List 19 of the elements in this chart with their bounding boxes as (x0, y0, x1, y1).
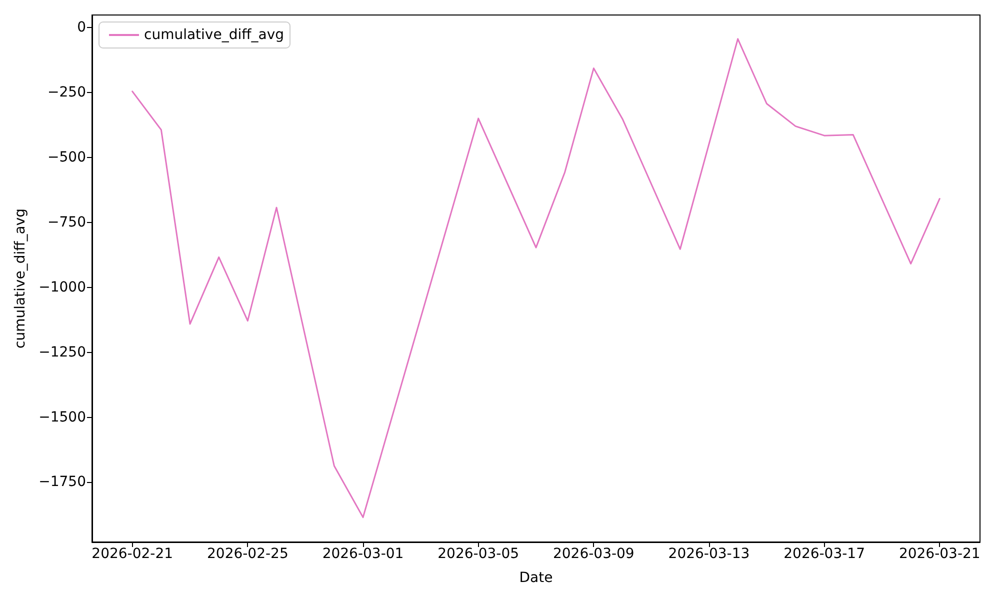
x-axis-title: Date (519, 570, 553, 586)
x-tick-label: 2026-03-21 (898, 546, 980, 562)
x-tick-label: 2026-02-21 (92, 546, 174, 562)
y-axis-title: cumulative_diff_avg (12, 208, 29, 348)
x-tick-label: 2026-03-01 (322, 546, 404, 562)
legend-label: cumulative_diff_avg (144, 27, 284, 43)
y-tick-label: −1250 (38, 344, 86, 360)
y-tick-label: −1500 (38, 409, 86, 426)
y-tick-label: −750 (48, 214, 86, 230)
y-tick-label: −500 (48, 149, 86, 166)
y-tick-label: 0 (77, 19, 86, 36)
y-tick-label: −250 (48, 84, 86, 100)
x-tick-label: 2026-03-05 (438, 546, 520, 562)
y-tick-label: −1000 (38, 279, 86, 296)
x-tick-label: 2026-02-25 (207, 546, 288, 562)
x-tick-label: 2026-03-17 (784, 546, 865, 562)
x-tick-label: 2026-03-09 (552, 546, 634, 562)
x-tick-label: 2026-03-13 (668, 546, 750, 562)
y-tick-label: −1750 (38, 474, 86, 490)
